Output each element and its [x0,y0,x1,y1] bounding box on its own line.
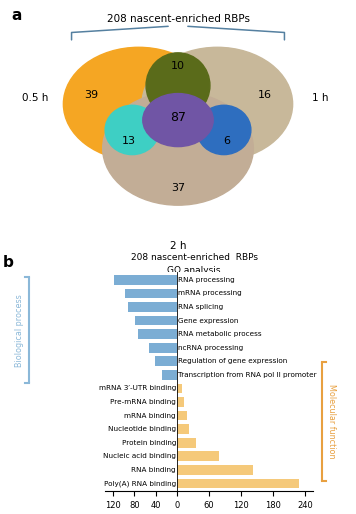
Bar [128,302,177,312]
Text: 208 nascent-enriched RBPs: 208 nascent-enriched RBPs [106,14,250,24]
Bar [135,316,177,325]
Bar [177,465,253,475]
Text: mRNA binding: mRNA binding [124,413,176,418]
Ellipse shape [146,53,210,118]
Bar [114,275,177,285]
Bar [177,397,184,407]
Text: a: a [11,8,21,23]
Text: Transcription from RNA pol II promoter: Transcription from RNA pol II promoter [178,372,317,378]
Bar [177,383,182,393]
Text: 10: 10 [171,61,185,71]
Text: RNA processing: RNA processing [178,277,235,283]
Text: mRNA processing: mRNA processing [178,290,242,297]
Text: 13: 13 [122,136,136,146]
Text: Biological process: Biological process [15,294,24,366]
Text: Nucleic acid binding: Nucleic acid binding [103,453,176,460]
Bar [177,451,219,461]
Ellipse shape [143,94,213,146]
Text: 37: 37 [171,183,185,193]
Bar [177,479,299,488]
Text: 1 h: 1 h [312,93,329,103]
Text: Poly(A) RNA binding: Poly(A) RNA binding [104,480,176,487]
Bar [125,288,177,298]
Bar [155,356,177,366]
Bar [138,329,177,339]
Text: Pre-mRNA binding: Pre-mRNA binding [110,399,176,405]
Text: ncRNA processing: ncRNA processing [178,345,244,351]
Text: 16: 16 [258,90,272,100]
Text: Nucleotide binding: Nucleotide binding [108,426,176,432]
Bar [177,438,196,448]
Ellipse shape [105,105,159,155]
Text: 0.5 h: 0.5 h [22,93,49,103]
Text: RNA metabolic process: RNA metabolic process [178,331,262,337]
Text: Gene expression: Gene expression [178,318,239,324]
Text: 6: 6 [224,136,231,146]
Text: RNA splicing: RNA splicing [178,304,224,310]
Text: 39: 39 [84,90,98,100]
Text: Molecular function: Molecular function [327,384,336,458]
Ellipse shape [103,91,253,205]
Bar [149,343,177,353]
Text: 87: 87 [170,111,186,124]
Ellipse shape [142,47,293,161]
Ellipse shape [63,47,214,161]
Text: mRNA 3′-UTR binding: mRNA 3′-UTR binding [99,386,176,392]
Text: Protein binding: Protein binding [121,439,176,446]
Text: GO analysis: GO analysis [167,266,221,275]
Text: b: b [3,254,14,270]
Text: RNA binding: RNA binding [131,467,176,473]
Ellipse shape [197,105,251,155]
Bar [177,424,189,434]
Bar [177,411,187,420]
Text: Regulation of gene expression: Regulation of gene expression [178,358,287,364]
Bar [162,370,177,380]
Text: 2 h: 2 h [170,241,186,251]
Text: 208 nascent-enriched  RBPs: 208 nascent-enriched RBPs [131,253,257,263]
